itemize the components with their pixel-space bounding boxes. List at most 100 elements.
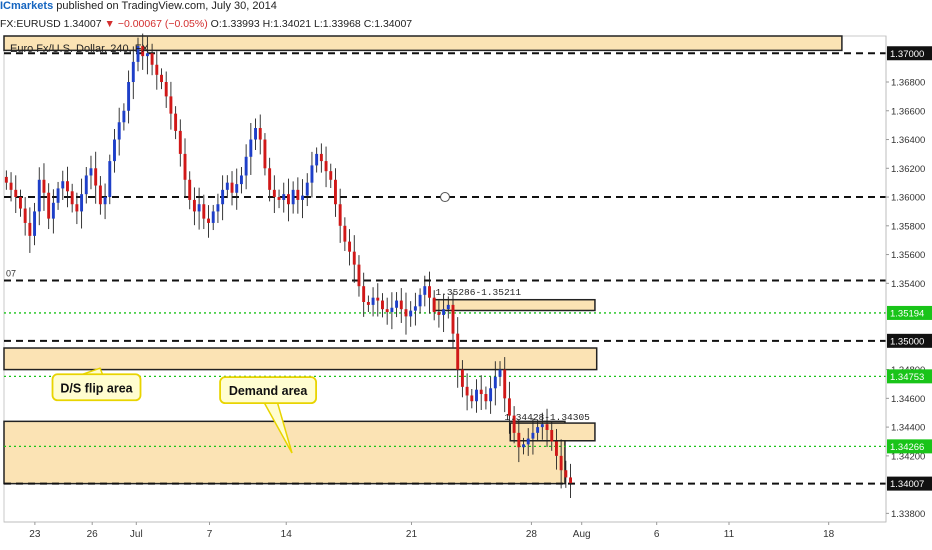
candle-body [263, 139, 267, 169]
candle-body [160, 74, 163, 83]
candle-body [343, 225, 347, 242]
candle-body [399, 300, 403, 310]
candle-body [526, 438, 530, 445]
open-value: 1.33993 [221, 18, 260, 30]
low-label: L: [314, 18, 323, 30]
x-axis: 23 26 Jul 7 14 21 28 Aug 6 11 18 [4, 521, 886, 540]
x-tick-label: 7 [207, 529, 213, 540]
chart-title: Euro Fx/U.S. Dollar, 240, FX [10, 43, 149, 55]
candle-body [479, 389, 483, 395]
candles [4, 33, 572, 499]
price-tag [887, 439, 932, 454]
candle-body [225, 182, 229, 190]
candle-body [291, 189, 295, 205]
candle-body [366, 302, 370, 305]
candle-body [47, 192, 51, 219]
candle-body [446, 304, 450, 310]
candle-body [498, 369, 502, 377]
candle-body [385, 309, 389, 313]
candle-body [131, 61, 135, 83]
down-arrow-icon: ▼ [104, 18, 115, 30]
candle-body [522, 444, 525, 448]
candle-body [465, 386, 469, 396]
publisher-name[interactable]: ICmarkets [0, 0, 54, 12]
y-tick-label: 1.34600 [891, 394, 925, 405]
close-value: 1.34007 [374, 18, 413, 30]
price-tag [887, 305, 932, 320]
candle-body [451, 304, 455, 334]
candle-body [18, 197, 22, 209]
candle-body [545, 424, 549, 430]
candle-body [517, 432, 521, 448]
candle-body [381, 300, 384, 310]
callout-demand-box [219, 376, 317, 405]
candle-body [507, 398, 511, 416]
candle-body [512, 415, 516, 433]
candle-body [352, 251, 356, 265]
y-tick-label: 1.34400 [891, 423, 925, 434]
candle-body [150, 53, 154, 65]
y-tick-label: 1.36200 [891, 164, 925, 175]
candle-body [94, 168, 98, 186]
candle-body [357, 264, 361, 287]
candle-body [395, 300, 399, 308]
candle-body [268, 168, 272, 190]
candle-body [301, 195, 305, 200]
candle-body [319, 153, 323, 162]
x-tick-label: 11 [724, 529, 735, 540]
candle-body [569, 477, 572, 484]
candle-body [14, 189, 18, 198]
x-tick-label: 18 [823, 529, 835, 540]
candle-body [531, 432, 535, 439]
candle-body [108, 161, 112, 198]
candle-body [239, 175, 243, 185]
candle-body [84, 175, 88, 195]
candle-body [122, 110, 126, 123]
candle-body [66, 181, 69, 192]
price-tag [887, 369, 932, 384]
candle-body [23, 208, 27, 223]
candle-body [28, 222, 32, 236]
price-tag-label: 1.34266 [890, 442, 924, 453]
candle-body [244, 156, 248, 176]
candle-body [338, 204, 342, 226]
price-tag-label: 1.34753 [890, 372, 924, 383]
price-tag-label: 1.35000 [890, 336, 924, 347]
candle-body [61, 181, 65, 189]
price-tag-label: 1.34007 [890, 479, 924, 490]
callout-ds-flip-box [51, 373, 142, 402]
published-text: published on TradingView.com, July 30, 2… [56, 0, 277, 12]
low-value: 1.33968 [322, 18, 361, 30]
last-price: 1.34007 [63, 18, 102, 30]
candle-body [428, 286, 431, 298]
y-tick-label: 1.35800 [891, 221, 925, 232]
ohlc-bar: FX:EURUSD 1.34007 ▼ −0.00067 (−0.05%) O:… [0, 18, 932, 33]
candle-body [89, 168, 93, 176]
price-change: −0.00067 (−0.05%) [117, 18, 208, 30]
candle-body [334, 179, 337, 205]
candle-body [202, 204, 206, 219]
candle-body [413, 306, 417, 311]
candle-body [75, 204, 79, 212]
candle-body [80, 194, 84, 212]
candle-body [178, 130, 182, 154]
callout-demand: Demand area [219, 376, 317, 454]
callout-ds-flip-pointer [82, 367, 104, 375]
zone-d-s-flip [3, 347, 598, 371]
candle-body [216, 204, 220, 212]
candle-body [272, 189, 276, 198]
candle-body [192, 199, 196, 212]
zone-range-label: 1.34428-1.34305 [504, 412, 590, 423]
candle-body [460, 369, 464, 387]
candle-body [348, 241, 352, 252]
candle-body [197, 204, 201, 212]
y-tick-label: 1.36000 [891, 193, 925, 204]
zone-top [3, 35, 843, 52]
symbol[interactable]: FX:EURUSD [0, 18, 61, 30]
candle-body [249, 139, 253, 157]
candle-body [103, 197, 107, 205]
high-value: 1.34021 [273, 18, 312, 30]
candle-body [442, 309, 446, 315]
